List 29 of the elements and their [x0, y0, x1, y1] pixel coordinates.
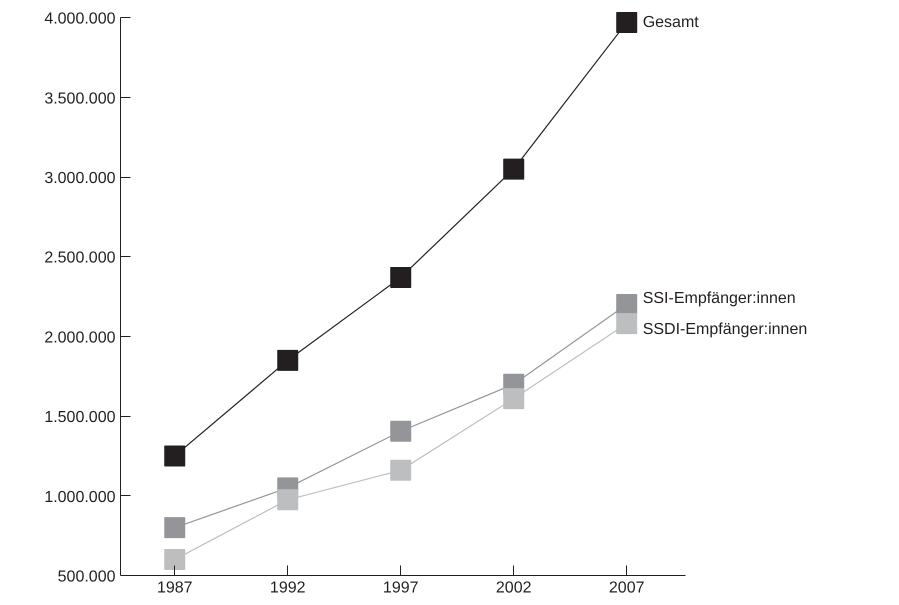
- series-label: SSDI-Empfänger:innen: [642, 321, 808, 338]
- point: [164, 517, 186, 538]
- x-tick-label: 2007: [608, 580, 645, 596]
- point: [616, 12, 638, 33]
- point: [164, 445, 186, 466]
- series-label: SSI-Empfänger:innen: [642, 290, 796, 308]
- series-label: Gesamt: [642, 14, 700, 31]
- point: [390, 460, 412, 481]
- y-tick-label: 1.500.000: [44, 409, 116, 426]
- point: [277, 489, 298, 510]
- point: [616, 313, 638, 334]
- x-tick-label: 2002: [496, 580, 532, 596]
- y-tick-label: 3.000.000: [44, 170, 116, 188]
- x-tick-label: 1997: [382, 580, 419, 596]
- point: [390, 420, 412, 442]
- y-tick-label: 1.000.000: [44, 488, 116, 506]
- point: [164, 549, 186, 570]
- point: [503, 158, 524, 180]
- y-tick-label: 4.000.000: [44, 10, 116, 28]
- x-tick-label: 1992: [270, 580, 306, 596]
- y-tick-label: 2.500.000: [44, 250, 116, 267]
- point: [390, 266, 412, 288]
- x-tick-label: 1987: [156, 580, 193, 596]
- point: [503, 388, 524, 410]
- y-tick-label: 3.500.000: [44, 90, 116, 108]
- y-tick-label: 2.000.000: [44, 329, 116, 346]
- point: [277, 350, 298, 371]
- point: [616, 294, 638, 316]
- y-tick-label: 500.000: [58, 568, 116, 586]
